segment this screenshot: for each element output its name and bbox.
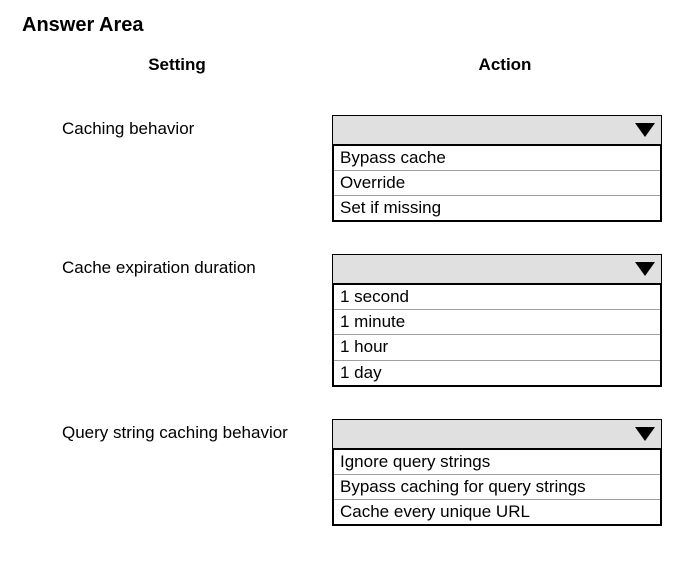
option-1-minute[interactable]: 1 minute	[334, 310, 660, 335]
chevron-down-icon	[635, 123, 655, 137]
option-1-day[interactable]: 1 day	[334, 361, 660, 385]
row-cache-expiration: Cache expiration duration 1 second 1 min…	[22, 254, 678, 386]
row-caching-behavior: Caching behavior Bypass cache Override S…	[22, 115, 678, 222]
dropdown-options-query-string: Ignore query strings Bypass caching for …	[332, 449, 662, 526]
column-headers: Setting Action	[22, 55, 678, 75]
option-bypass-cache[interactable]: Bypass cache	[334, 146, 660, 171]
option-set-if-missing[interactable]: Set if missing	[334, 196, 660, 220]
action-query-string: Ignore query strings Bypass caching for …	[332, 419, 662, 526]
action-cache-expiration: 1 second 1 minute 1 hour 1 day	[332, 254, 662, 386]
row-query-string: Query string caching behavior Ignore que…	[22, 419, 678, 526]
option-1-second[interactable]: 1 second	[334, 285, 660, 310]
header-action: Action	[332, 55, 678, 75]
chevron-down-icon	[635, 427, 655, 441]
chevron-down-icon	[635, 262, 655, 276]
dropdown-caching-behavior[interactable]	[332, 115, 662, 145]
dropdown-options-caching-behavior: Bypass cache Override Set if missing	[332, 145, 662, 222]
dropdown-cache-expiration[interactable]	[332, 254, 662, 284]
option-bypass-caching-query[interactable]: Bypass caching for query strings	[334, 475, 660, 500]
page-title: Answer Area	[22, 14, 678, 37]
label-caching-behavior: Caching behavior	[22, 115, 332, 139]
option-cache-unique-url[interactable]: Cache every unique URL	[334, 500, 660, 524]
option-override[interactable]: Override	[334, 171, 660, 196]
dropdown-options-cache-expiration: 1 second 1 minute 1 hour 1 day	[332, 284, 662, 386]
option-1-hour[interactable]: 1 hour	[334, 335, 660, 360]
dropdown-query-string[interactable]	[332, 419, 662, 449]
header-setting: Setting	[22, 55, 332, 75]
label-cache-expiration: Cache expiration duration	[22, 254, 332, 278]
label-query-string: Query string caching behavior	[22, 419, 332, 443]
action-caching-behavior: Bypass cache Override Set if missing	[332, 115, 662, 222]
option-ignore-query-strings[interactable]: Ignore query strings	[334, 450, 660, 475]
